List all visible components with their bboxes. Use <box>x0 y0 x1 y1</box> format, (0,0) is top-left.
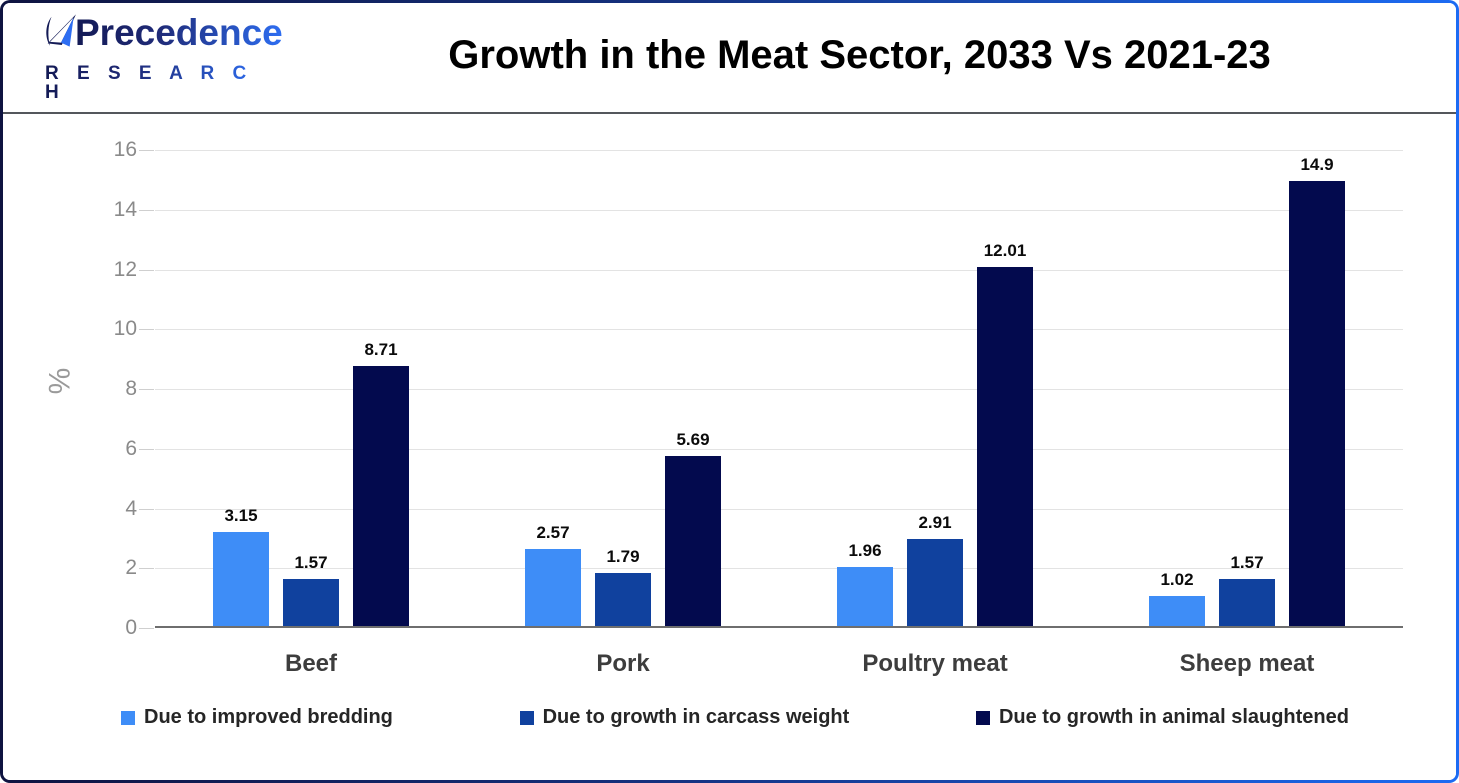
logo-top-row: Precedence <box>41 12 283 60</box>
y-tick-label: 0 <box>125 616 137 639</box>
bar-group-beef: 3.15 1.57 8.71 <box>155 150 467 626</box>
bar-group-sheep-meat: 1.02 1.57 14.9 <box>1091 150 1403 626</box>
gridline <box>155 568 1403 570</box>
y-tick-mark <box>139 209 154 211</box>
y-tick-label: 8 <box>125 377 137 400</box>
y-tick-label: 6 <box>125 436 137 460</box>
y-tick-label: 10 <box>113 317 137 341</box>
y-tick-label: 4 <box>125 496 137 520</box>
logo-subname: R E S E A R C H <box>45 64 263 102</box>
bar-wrap: 12.01 <box>977 241 1033 626</box>
legend-swatch-icon <box>519 710 534 725</box>
bar-value-label: 1.57 <box>294 553 328 573</box>
y-tick-mark <box>139 568 154 570</box>
bar-group-poultry-meat: 1.96 2.91 12.01 <box>779 150 1091 626</box>
header: Precedence R E S E A R C H Growth in the… <box>3 3 1456 114</box>
y-tick-label: 2 <box>125 556 137 580</box>
bar-value-label: 3.15 <box>224 505 258 525</box>
bar-value-label: 12.01 <box>983 241 1027 261</box>
bar <box>353 365 409 626</box>
y-tick-mark <box>139 389 154 390</box>
legend-item: Due to improved bredding <box>121 706 393 729</box>
bar <box>1289 180 1345 626</box>
y-tick-mark <box>139 448 154 450</box>
x-label: Beef <box>284 650 338 677</box>
paper-plane-icon <box>41 12 81 60</box>
legend-item: Due to growth in carcass weight <box>519 706 850 729</box>
bar-wrap: 1.96 <box>837 541 893 626</box>
chart-section: % 3.15 1.57 8.71 2.57 1.79 5.69 1.96 2.91 12.01 1… <box>3 114 1456 780</box>
legend-swatch-icon <box>121 710 135 725</box>
brand-logo: Precedence R E S E A R C H <box>41 12 283 102</box>
gridline <box>155 329 1403 331</box>
bar-wrap: 3.15 <box>213 506 269 626</box>
bar-wrap: 8.71 <box>353 340 409 626</box>
legend-label: Due to improved bredding <box>144 706 393 728</box>
bar <box>1149 595 1205 626</box>
bar-value-label: 2.57 <box>536 523 570 543</box>
bar-value-label: 1.79 <box>606 546 640 566</box>
x-label: Poultry meat <box>862 650 1008 677</box>
y-tick-mark <box>139 628 154 629</box>
bar <box>837 567 893 626</box>
bar <box>283 579 339 626</box>
bar-value-label: 8.71 <box>364 339 398 359</box>
bar-wrap: 5.69 <box>665 430 721 626</box>
bar <box>595 572 651 626</box>
gridline <box>155 209 1403 211</box>
y-tick-label: 14 <box>113 197 137 221</box>
chart-title: Growth in the Meat Sector, 2033 Vs 2021-… <box>448 33 1271 77</box>
y-tick-mark <box>139 508 154 510</box>
y-tick-label: 16 <box>113 138 137 161</box>
bar-wrap: 1.57 <box>1219 553 1275 626</box>
bar <box>907 539 963 626</box>
bar-value-label: 14.9 <box>1300 154 1334 174</box>
bar-wrap: 1.57 <box>283 553 339 626</box>
bar-wrap: 1.02 <box>1149 570 1205 626</box>
x-label: Sheep meat <box>1179 650 1315 677</box>
bar <box>213 531 269 626</box>
bar-group-pork: 2.57 1.79 5.69 <box>467 150 779 626</box>
gridline <box>155 508 1403 510</box>
gridline <box>155 448 1403 450</box>
legend-label: Due to growth in carcass weight <box>542 706 850 728</box>
y-tick-mark <box>139 269 154 271</box>
legend-label: Due to growth in animal slaughtened <box>998 706 1349 728</box>
bar-value-label: 2.91 <box>918 513 952 533</box>
gridline <box>155 269 1403 271</box>
y-tick-mark <box>139 150 154 151</box>
infographic-frame: Precedence R E S E A R C H Growth in the… <box>3 3 1456 780</box>
bar-value-label: 1.57 <box>1230 553 1264 573</box>
gridline <box>155 150 1403 151</box>
bar <box>665 456 721 626</box>
y-tick-label: 12 <box>113 257 137 281</box>
bar-value-label: 1.02 <box>1160 569 1194 589</box>
bar-value-label: 1.96 <box>848 541 882 561</box>
bar <box>977 267 1033 626</box>
bar-wrap: 2.57 <box>525 523 581 626</box>
logo-name: Precedence <box>75 11 283 53</box>
legend-swatch-icon <box>975 710 990 725</box>
bar <box>1219 579 1275 626</box>
x-label: Pork <box>596 650 650 677</box>
x-axis-labels: Beef Pork Poultry meat Sheep meat <box>155 650 1403 678</box>
legend-item: Due to growth in animal slaughtened <box>975 706 1349 729</box>
bar-wrap: 2.91 <box>907 513 963 626</box>
legend: Due to improved bredding Due to growth in… <box>121 706 1349 729</box>
gridline <box>155 389 1403 390</box>
bar-wrap: 14.9 <box>1289 155 1345 626</box>
bar-wrap: 1.79 <box>595 547 651 626</box>
plot-area: 3.15 1.57 8.71 2.57 1.79 5.69 1.96 2.91 12.01 1.0… <box>155 150 1403 628</box>
bar-value-label: 5.69 <box>676 430 710 450</box>
bar <box>525 549 581 626</box>
y-tick-mark <box>139 329 154 331</box>
